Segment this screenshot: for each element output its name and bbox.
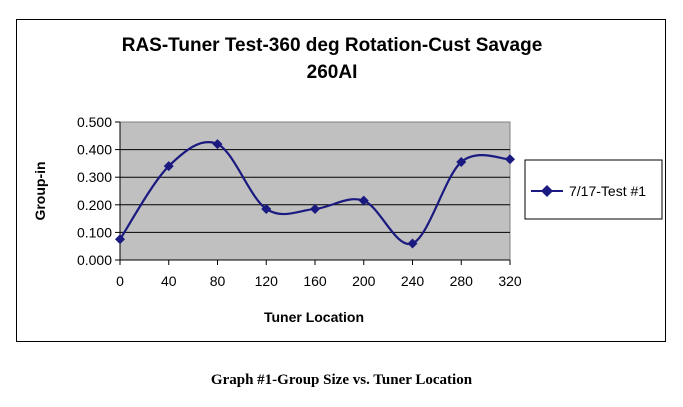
gridlines: [120, 149, 510, 233]
data-point: [212, 139, 223, 150]
x-tick-label: 160: [303, 273, 327, 289]
data-point: [261, 203, 272, 214]
y-tick-label: 0.200: [77, 197, 112, 213]
chart-frame: RAS-Tuner Test-360 deg Rotation-Cust Sav…: [16, 19, 666, 342]
x-tick-label: 320: [498, 273, 522, 289]
data-point: [163, 161, 174, 172]
chart-title-line-1: RAS-Tuner Test-360 deg Rotation-Cust Sav…: [122, 35, 543, 56]
data-point: [115, 234, 125, 245]
data-point: [407, 238, 418, 249]
x-axis-title: Tuner Location: [264, 309, 364, 325]
x-tick-label: 40: [161, 273, 177, 289]
y-tick-label: 0.300: [77, 169, 112, 185]
line-chart: RAS-Tuner Test-360 deg Rotation-Cust Sav…: [32, 35, 663, 325]
legend-marker: [541, 185, 553, 197]
y-tick-label: 0.500: [77, 114, 112, 130]
y-axis-title: Group-in: [32, 161, 48, 220]
plot-area: [119, 121, 511, 261]
data-point: [456, 157, 467, 168]
x-tick-label: 240: [401, 273, 425, 289]
series-markers: [115, 139, 515, 249]
y-tick-label: 0.400: [77, 142, 112, 158]
y-tick-label: 0.100: [77, 224, 112, 240]
x-tick-label: 80: [210, 273, 226, 289]
x-axis-ticks: 0 40 80 120 160 200 240 280 320: [116, 260, 522, 289]
figure-caption: Graph #1-Group Size vs. Tuner Location: [210, 372, 473, 388]
data-point: [505, 154, 515, 165]
x-tick-label: 0: [116, 273, 124, 289]
data-point: [310, 203, 320, 214]
x-tick-label: 120: [255, 273, 279, 289]
data-point: [358, 195, 369, 206]
y-tick-label: 0.000: [77, 252, 112, 268]
x-tick-label: 280: [450, 273, 474, 289]
legend-label: 7/17-Test #1: [569, 183, 646, 199]
x-tick-label: 200: [352, 273, 376, 289]
legend: 7/17-Test #1: [524, 159, 663, 220]
chart-title-line-2: 260AI: [307, 62, 358, 83]
